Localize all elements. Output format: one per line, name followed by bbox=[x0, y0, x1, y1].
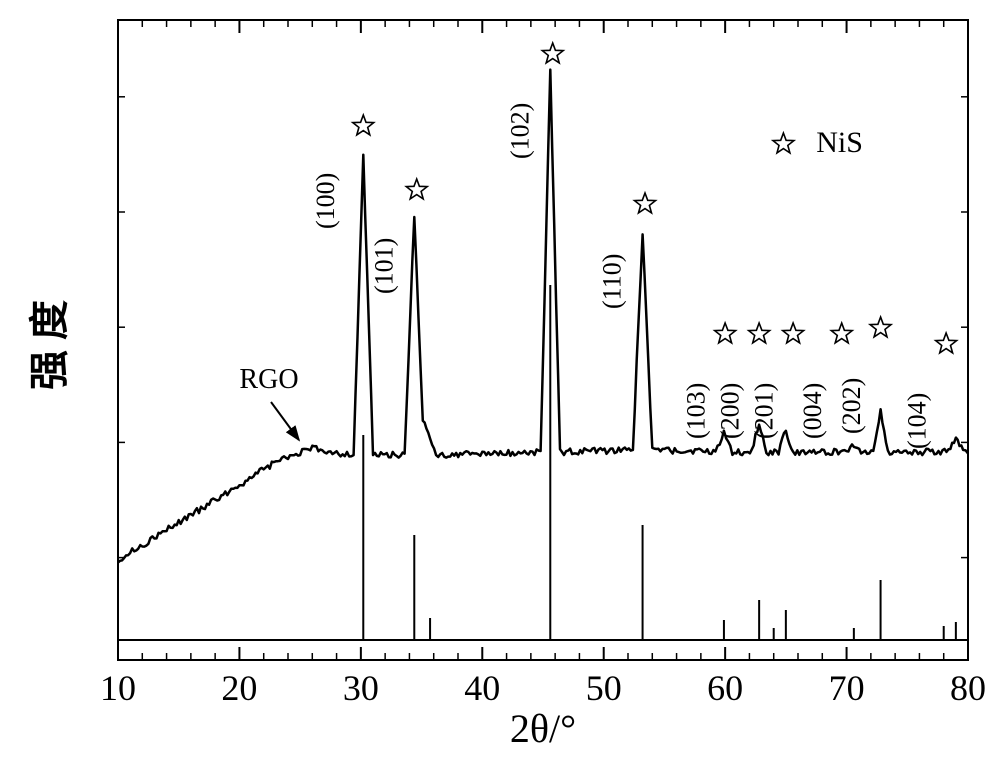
star-icon bbox=[936, 333, 957, 353]
star-icon bbox=[715, 323, 736, 343]
star-icon bbox=[870, 317, 891, 337]
xtick-label: 50 bbox=[586, 668, 622, 708]
xrd-figure: 1020304050607080 (100)(101)(102)(110)(10… bbox=[0, 0, 1000, 784]
peak-label: (202) bbox=[837, 378, 866, 434]
peak-label: (200) bbox=[716, 383, 745, 439]
xtick-label: 30 bbox=[343, 668, 379, 708]
star-icon bbox=[749, 323, 770, 343]
star-icon bbox=[406, 179, 427, 199]
peak-label: (004) bbox=[798, 383, 827, 439]
star-icon bbox=[542, 43, 563, 63]
rgo-label: RGO bbox=[239, 364, 298, 395]
peak-label: (110) bbox=[598, 254, 627, 309]
xtick-label: 10 bbox=[100, 668, 136, 708]
peak-label: (103) bbox=[682, 383, 711, 439]
rgo-arrow bbox=[271, 402, 299, 440]
peak-label: (100) bbox=[311, 173, 340, 229]
xtick-label: 70 bbox=[829, 668, 865, 708]
star-icon bbox=[783, 323, 804, 343]
y-axis-label: 强度 bbox=[27, 290, 72, 390]
legend-text: NiS bbox=[816, 126, 863, 159]
peak-label: (104) bbox=[903, 393, 932, 449]
star-icon bbox=[635, 193, 656, 213]
xtick-label: 40 bbox=[464, 668, 500, 708]
xtick-label: 80 bbox=[950, 668, 986, 708]
peak-label: (201) bbox=[750, 383, 779, 439]
star-icon bbox=[773, 133, 794, 153]
xtick-label: 60 bbox=[707, 668, 743, 708]
star-icon bbox=[353, 115, 374, 135]
xtick-label: 20 bbox=[221, 668, 257, 708]
star-icon bbox=[831, 323, 852, 343]
peak-label: (102) bbox=[505, 103, 534, 159]
peak-label: (101) bbox=[369, 238, 398, 294]
x-axis-label: 2θ/° bbox=[510, 706, 576, 751]
peak-labels: (100) (101) (102) (110) (103)(200)(201) (004)… bbox=[239, 43, 956, 449]
